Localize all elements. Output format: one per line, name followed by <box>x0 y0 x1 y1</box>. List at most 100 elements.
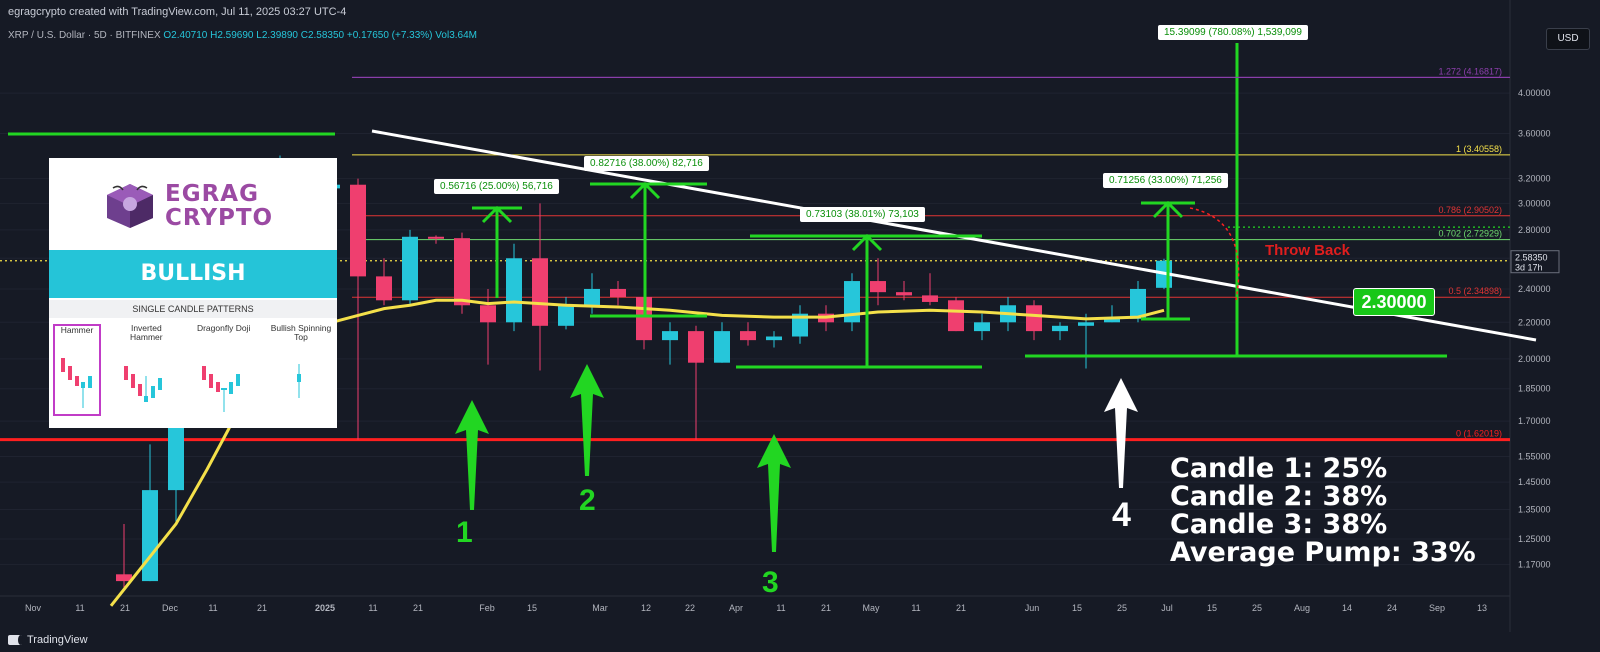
pattern-list: Hammer Inverted Hammer Dragonfly Doji <box>53 324 333 424</box>
candle-body <box>1026 305 1042 332</box>
candle-body <box>870 281 886 293</box>
x-tick-label: 21 <box>257 603 267 613</box>
stat-average: Average Pump: 33% <box>1170 537 1476 568</box>
symbol-name[interactable]: XRP / U.S. Dollar · 5D · BITFINEX <box>8 30 161 41</box>
x-tick-label: 12 <box>641 603 651 613</box>
x-tick-label: 11 <box>776 603 785 613</box>
candle <box>558 297 574 330</box>
pattern-inverted-hammer: Inverted Hammer <box>114 324 178 418</box>
egrag-logo: EGRAG CRYPTO <box>101 182 273 230</box>
candle <box>350 178 366 440</box>
candle-body <box>402 236 418 301</box>
x-tick-label: Jun <box>1025 603 1040 613</box>
candle-body <box>428 236 444 239</box>
y-tick-label: 1.45000 <box>1518 477 1551 487</box>
candle <box>428 235 444 244</box>
arrow-4-icon <box>1104 378 1138 488</box>
x-tick-label: Nov <box>25 603 42 613</box>
x-tick-label: Sep <box>1429 603 1445 613</box>
y-tick-label: 1.70000 <box>1518 416 1551 426</box>
y-tick-label: 3.20000 <box>1518 174 1551 184</box>
x-tick-label: Aug <box>1294 603 1310 613</box>
y-tick-label: 2.20000 <box>1518 317 1551 327</box>
throw-back-curve <box>1189 207 1240 301</box>
label-3: 3 <box>762 566 779 599</box>
candle <box>688 325 704 440</box>
x-tick-label: 15 <box>1207 603 1217 613</box>
measure-label-1: 0.56716 (25.00%) 56,716 <box>434 179 559 194</box>
fib-level-label: 0 (1.62019) <box>1456 429 1502 439</box>
label-2: 2 <box>579 484 596 517</box>
candle-body <box>1052 325 1068 332</box>
pattern-label: Inverted Hammer <box>130 323 163 342</box>
throw-back-label: Throw Back <box>1265 242 1351 259</box>
measure-3-arrow <box>851 233 883 252</box>
x-tick-label: Feb <box>479 603 495 613</box>
x-tick-label: 25 <box>1252 603 1262 613</box>
fib-level-label: 0.5 (2.34898) <box>1448 286 1502 296</box>
brand-line2: CRYPTO <box>165 205 274 231</box>
measure-label-3: 0.73103 (38.01%) 73,103 <box>800 207 925 222</box>
candle-body <box>116 574 132 582</box>
bullish-banner: BULLISH <box>49 250 337 298</box>
x-tick-label: Jul <box>1161 603 1173 613</box>
candle <box>480 288 496 365</box>
candle <box>1078 313 1094 369</box>
x-tick-label: 13 <box>1477 603 1487 613</box>
y-tick-label: 2.80000 <box>1518 225 1551 235</box>
current-price-tag <box>1510 250 1560 274</box>
candle-body <box>844 281 860 323</box>
candle <box>1026 300 1042 341</box>
fib-level-label: 0.702 (2.72929) <box>1438 229 1502 239</box>
currency-button[interactable]: USD <box>1546 28 1590 50</box>
x-tick-label: Mar <box>592 603 608 613</box>
candle-body <box>376 276 392 301</box>
x-tick-label: 11 <box>208 603 217 613</box>
symbol-info: XRP / U.S. Dollar · 5D · BITFINEX O2.407… <box>8 30 477 41</box>
x-tick-label: 21 <box>413 603 423 613</box>
x-tick-label: 15 <box>527 603 537 613</box>
hammer-pattern-icon <box>61 358 92 408</box>
candle-body <box>1130 288 1146 319</box>
fib-level-label: 0.786 (2.90502) <box>1438 205 1502 215</box>
brand-line1: EGRAG <box>165 181 259 207</box>
spinning-top-pattern-icon <box>296 364 301 398</box>
dragonfly-doji-pattern-icon <box>201 366 240 412</box>
pattern-bullish-spinning-top: Bullish Spinning Top <box>269 324 333 418</box>
candle <box>870 258 886 306</box>
x-tick-label: Apr <box>729 603 743 613</box>
candle <box>402 229 418 306</box>
x-tick-label: 15 <box>1072 603 1082 613</box>
candle-body <box>922 295 938 302</box>
candle <box>974 313 990 341</box>
y-tick-label: 2.40000 <box>1518 284 1551 294</box>
patterns-subtitle: SINGLE CANDLE PATTERNS <box>49 300 337 318</box>
candle-body <box>792 313 808 337</box>
candle <box>1104 305 1120 323</box>
candle-body <box>1104 318 1120 323</box>
arrow-1-icon <box>455 400 489 510</box>
pattern-label: Dragonfly Doji <box>196 323 251 333</box>
stat-candle-3: Candle 3: 38% <box>1170 509 1388 540</box>
footer-brand[interactable]: TradingView <box>27 634 88 646</box>
x-tick-label: 11 <box>368 603 377 613</box>
ohlc-values: O2.40710 H2.59690 L2.39890 C2.58350 +0.1… <box>163 30 477 41</box>
pattern-label: Bullish Spinning Top <box>270 323 332 342</box>
candle-body <box>740 331 756 341</box>
measure-2-arrow <box>629 181 661 200</box>
candle <box>532 203 548 371</box>
current-price-countdown: 3d 17h <box>1515 263 1543 273</box>
candle <box>376 258 392 306</box>
x-tick-label: 21 <box>821 603 831 613</box>
x-tick-label: 11 <box>911 603 920 613</box>
x-tick-label: 25 <box>1117 603 1127 613</box>
candle <box>142 444 158 582</box>
measure-1-arrow <box>481 205 513 224</box>
label-4: 4 <box>1112 496 1131 534</box>
x-tick-label: Dec <box>162 603 179 613</box>
candle-body <box>610 288 626 298</box>
fib-level-label: 1.272 (4.16817) <box>1438 66 1502 76</box>
inverted-hammer-pattern-icon <box>124 366 163 402</box>
stat-candle-2: Candle 2: 38% <box>1170 481 1388 512</box>
y-tick-label: 3.00000 <box>1518 198 1551 208</box>
